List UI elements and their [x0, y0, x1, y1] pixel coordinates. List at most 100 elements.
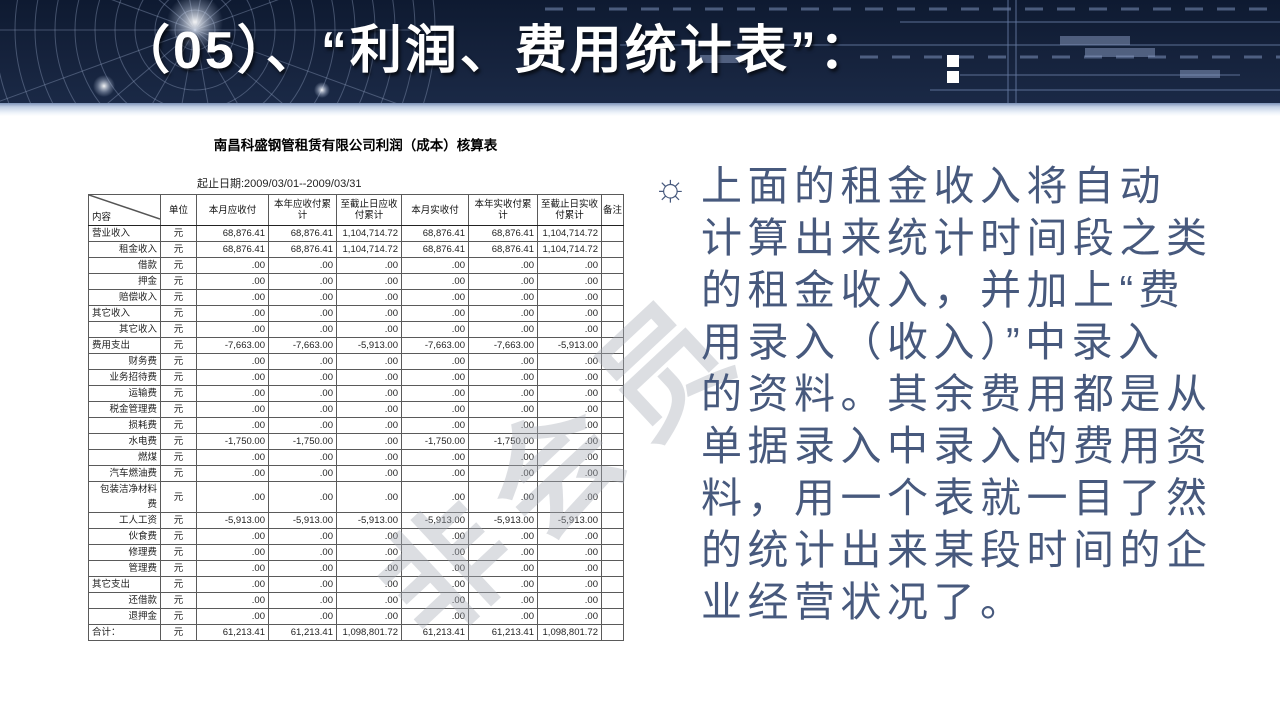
value-cell: .00 — [401, 273, 469, 290]
unit-cell: 元 — [160, 560, 197, 577]
value-cell: 61,213.41 — [268, 624, 337, 641]
value-cell: .00 — [401, 321, 469, 338]
value-cell: .00 — [401, 257, 469, 274]
row-label-cell: 费用支出 — [88, 337, 161, 354]
glow-spot — [314, 82, 330, 98]
value-cell: .00 — [268, 289, 337, 306]
unit-cell: 元 — [160, 481, 197, 513]
table-row: 还借款 元 .00 .00 .00 .00 .00 .00 — [88, 592, 624, 609]
value-cell: .00 — [401, 576, 469, 593]
value-cell: .00 — [468, 592, 538, 609]
value-cell: 1,098,801.72 — [537, 624, 602, 641]
value-cell: .00 — [336, 321, 402, 338]
value-cell: .00 — [268, 385, 337, 402]
value-cell: .00 — [468, 369, 538, 386]
value-cell: .00 — [196, 385, 269, 402]
value-cell: 1,104,714.72 — [537, 241, 602, 258]
report-title: 南昌科盛钢管租赁有限公司利润（成本）核算表 — [213, 138, 498, 153]
value-cell: .00 — [468, 273, 538, 290]
row-label-cell: 管理费 — [88, 560, 161, 577]
value-cell: .00 — [537, 257, 602, 274]
value-cell: .00 — [537, 289, 602, 306]
value-cell: .00 — [401, 592, 469, 609]
value-cell: -1,750.00 — [468, 433, 538, 450]
value-cell: .00 — [196, 544, 269, 561]
value-cell: .00 — [196, 417, 269, 434]
table-row: 修理费 元 .00 .00 .00 .00 .00 .00 — [88, 544, 624, 561]
remark-cell — [601, 608, 624, 625]
remark-cell — [601, 481, 624, 513]
value-cell: .00 — [537, 576, 602, 593]
table-row: 其它收入 元 .00 .00 .00 .00 .00 .00 — [88, 305, 624, 322]
glow-spot — [167, 0, 223, 50]
value-cell: .00 — [468, 305, 538, 322]
note-text: 上面的租金收入将自动 计算出来统计时间段之类 的租金收入，并加上“费 用录入（收… — [701, 163, 1213, 625]
row-label-cell: 其它收入 — [88, 305, 161, 322]
unit-cell: 元 — [160, 433, 197, 450]
slide-header-banner: （05）、“利润、费用统计表”： — [0, 0, 1280, 103]
value-cell: .00 — [401, 608, 469, 625]
unit-cell: 元 — [160, 273, 197, 290]
table-row: 其它支出 元 .00 .00 .00 .00 .00 .00 — [88, 576, 624, 593]
col-header-month-actual: 本月实收付 — [401, 194, 469, 226]
value-cell: .00 — [537, 433, 602, 450]
remark-cell — [601, 512, 624, 529]
table-row: 税金管理费 元 .00 .00 .00 .00 .00 .00 — [88, 401, 624, 418]
value-cell: .00 — [196, 608, 269, 625]
value-cell: .00 — [336, 369, 402, 386]
value-cell: .00 — [537, 544, 602, 561]
table-row: 押金 元 .00 .00 .00 .00 .00 .00 — [88, 273, 624, 290]
value-cell: .00 — [336, 465, 402, 482]
value-cell: -7,663.00 — [468, 337, 538, 354]
table-row: 借款 元 .00 .00 .00 .00 .00 .00 — [88, 257, 624, 274]
value-cell: .00 — [401, 369, 469, 386]
value-cell: 68,876.41 — [468, 241, 538, 258]
value-cell: 68,876.41 — [196, 225, 269, 242]
value-cell: .00 — [336, 481, 402, 513]
table-row: 管理费 元 .00 .00 .00 .00 .00 .00 — [88, 560, 624, 577]
value-cell: .00 — [468, 528, 538, 545]
value-cell: .00 — [537, 528, 602, 545]
value-cell: .00 — [336, 449, 402, 466]
value-cell: .00 — [537, 608, 602, 625]
value-cell: .00 — [196, 449, 269, 466]
unit-cell: 元 — [160, 289, 197, 306]
unit-cell: 元 — [160, 528, 197, 545]
row-label-cell: 退押金 — [88, 608, 161, 625]
value-cell: -5,913.00 — [468, 512, 538, 529]
unit-cell: 元 — [160, 257, 197, 274]
value-cell: .00 — [268, 481, 337, 513]
remark-cell — [601, 544, 624, 561]
value-cell: .00 — [468, 321, 538, 338]
value-cell: 68,876.41 — [468, 225, 538, 242]
value-cell: .00 — [268, 369, 337, 386]
remark-cell — [601, 321, 624, 338]
unit-cell: 元 — [160, 544, 197, 561]
table-header-row: 内容 单位 本月应收付 本年应收付累计 至截止日应收付累计 本月实收付 本年实收… — [88, 194, 624, 226]
col-header-unit: 单位 — [160, 194, 197, 226]
sun-bullet-icon: ☼ — [653, 167, 688, 209]
table-row: 财务费 元 .00 .00 .00 .00 .00 .00 — [88, 353, 624, 370]
unit-cell: 元 — [160, 321, 197, 338]
value-cell: .00 — [401, 289, 469, 306]
table-row: 水电费 元 -1,750.00 -1,750.00 .00 -1,750.00 … — [88, 433, 624, 450]
value-cell: -1,750.00 — [196, 433, 269, 450]
col-header-remark: 备注 — [601, 194, 624, 226]
value-cell: .00 — [537, 353, 602, 370]
remark-cell — [601, 241, 624, 258]
value-cell: -7,663.00 — [196, 337, 269, 354]
value-cell: .00 — [537, 449, 602, 466]
value-cell: .00 — [336, 608, 402, 625]
value-cell: .00 — [537, 401, 602, 418]
row-label-cell: 伙食费 — [88, 528, 161, 545]
value-cell: .00 — [401, 417, 469, 434]
value-cell: .00 — [196, 465, 269, 482]
value-cell: .00 — [268, 417, 337, 434]
value-cell: .00 — [537, 305, 602, 322]
value-cell: .00 — [336, 289, 402, 306]
value-cell: .00 — [268, 592, 337, 609]
row-label-cell: 其它支出 — [88, 576, 161, 593]
table-row: 合计： 元 61,213.41 61,213.41 1,098,801.72 6… — [88, 624, 624, 641]
table-row: 营业收入 元 68,876.41 68,876.41 1,104,714.72 … — [88, 225, 624, 242]
value-cell: .00 — [268, 560, 337, 577]
